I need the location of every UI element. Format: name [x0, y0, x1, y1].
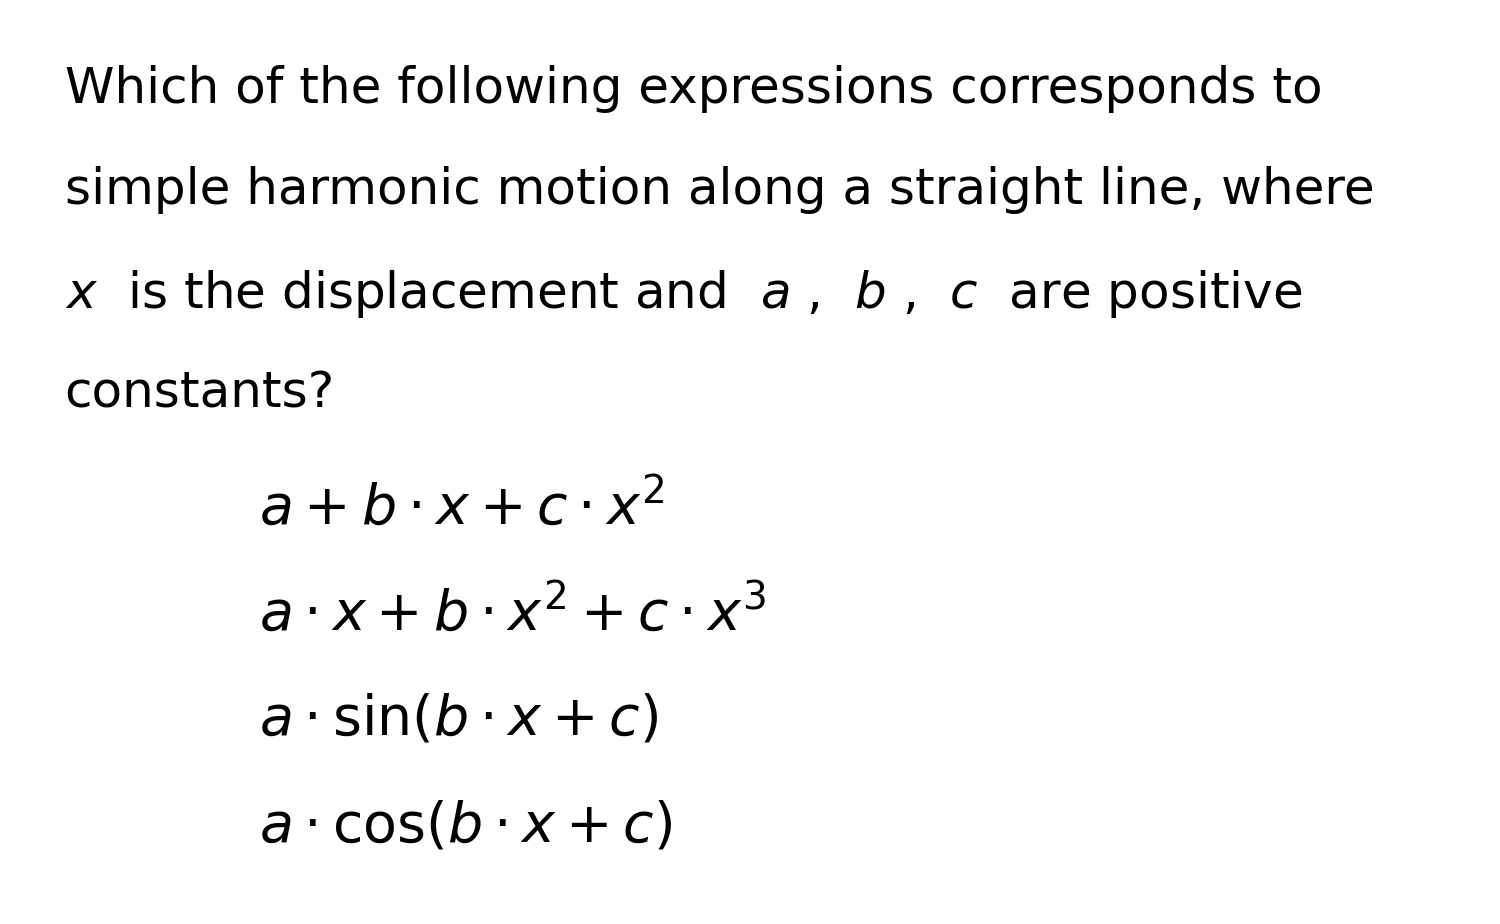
- Text: $a \cdot \cos(b \cdot x + c)$: $a \cdot \cos(b \cdot x + c)$: [260, 799, 672, 853]
- Text: $a + b \cdot x + c \cdot x^2$: $a + b \cdot x + c \cdot x^2$: [260, 480, 664, 536]
- Text: $a \cdot x + b \cdot x^2 + c \cdot x^3$: $a \cdot x + b \cdot x^2 + c \cdot x^3$: [260, 587, 766, 642]
- Text: constants?: constants?: [64, 370, 334, 418]
- Text: $x$  is the displacement and  $a$ ,  $b$ ,  $c$  are positive: $x$ is the displacement and $a$ , $b$ , …: [64, 268, 1302, 320]
- Text: simple harmonic motion along a straight line, where: simple harmonic motion along a straight …: [64, 166, 1374, 214]
- Text: $a \cdot \sin(b \cdot x + c)$: $a \cdot \sin(b \cdot x + c)$: [260, 693, 658, 747]
- Text: Which of the following expressions corresponds to: Which of the following expressions corre…: [64, 65, 1323, 113]
